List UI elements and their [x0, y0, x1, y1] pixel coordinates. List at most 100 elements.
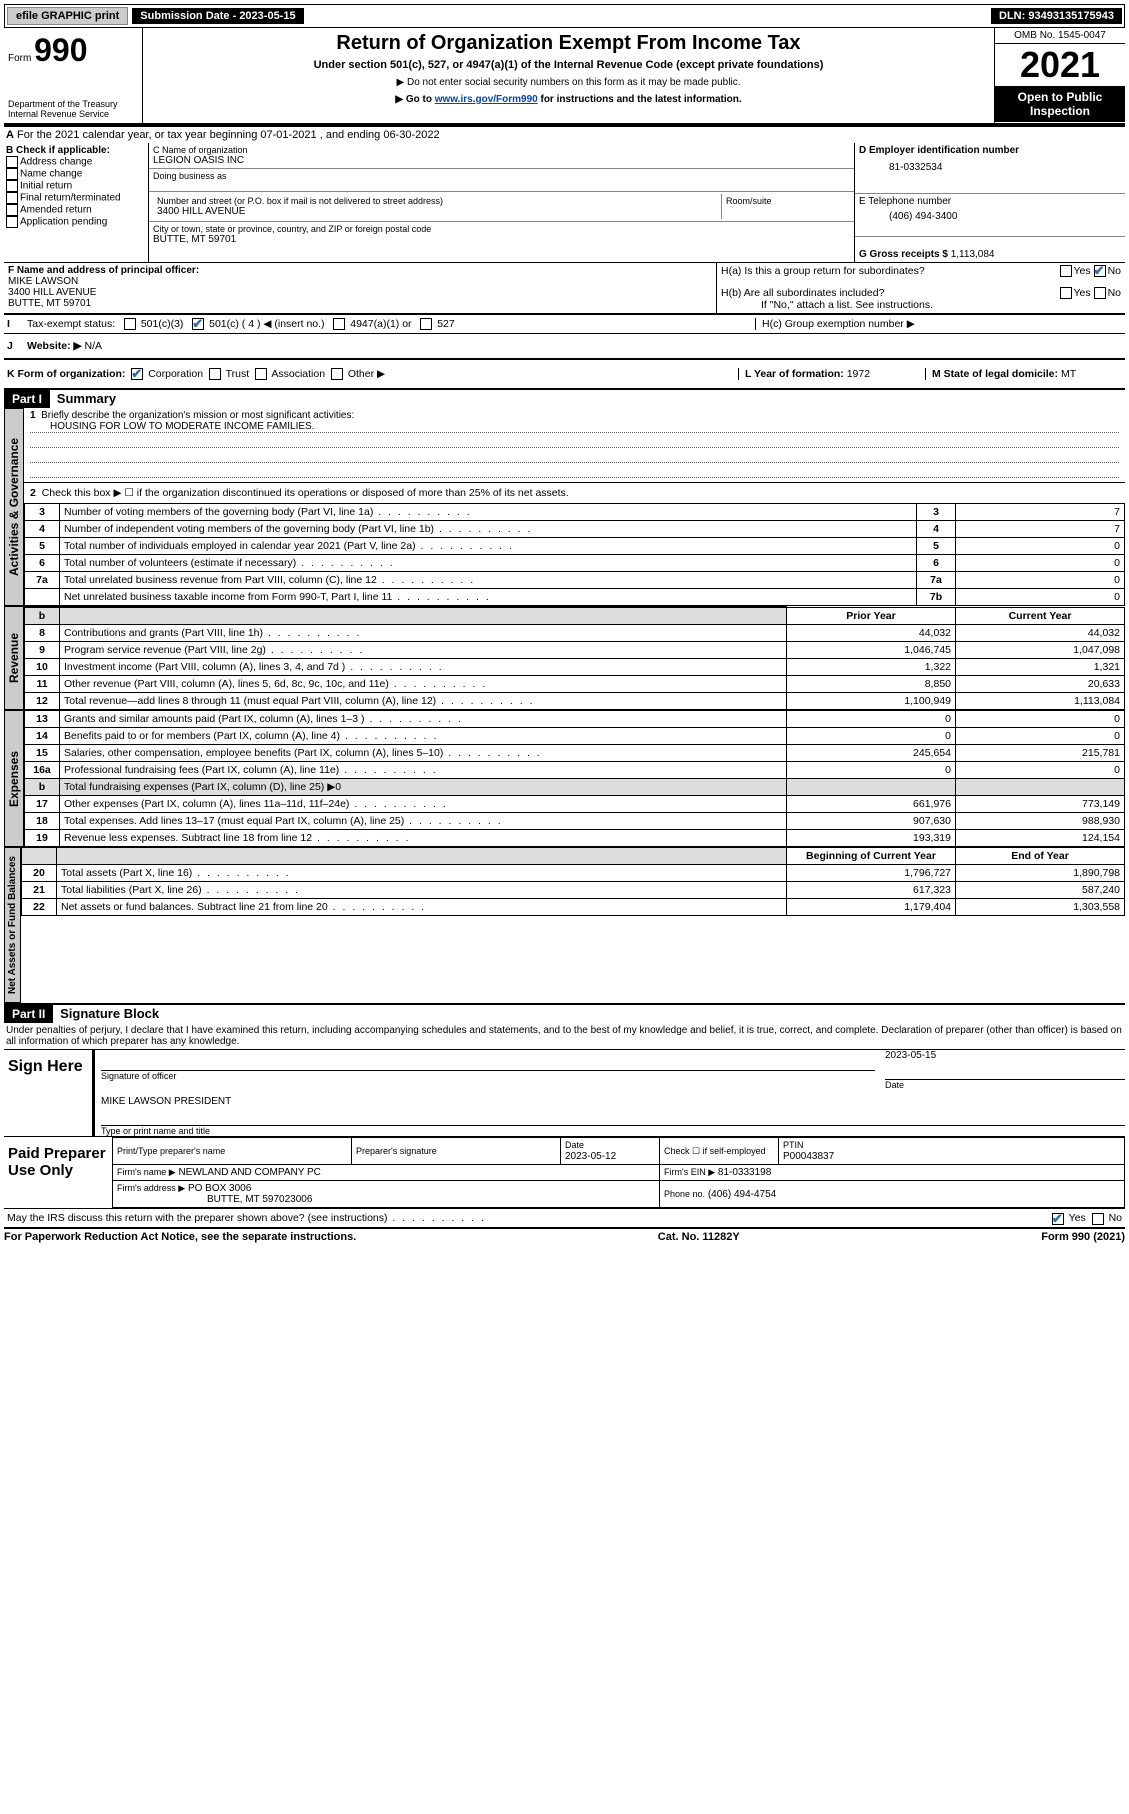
footer-right: Form 990 (2021) [1041, 1231, 1125, 1243]
firm-name: NEWLAND AND COMPANY PC [178, 1167, 320, 1178]
d-ein-hdr: D Employer identification number [859, 145, 1121, 156]
subtitle-3-post: for instructions and the latest informat… [538, 94, 742, 105]
hb-label: H(b) Are all subordinates included? [721, 287, 884, 299]
q1: Briefly describe the organization's miss… [41, 410, 354, 421]
cb-name-change[interactable] [6, 168, 18, 180]
cb-hb-yes[interactable] [1060, 287, 1072, 299]
subtitle-1: Under section 501(c), 527, or 4947(a)(1)… [147, 59, 990, 71]
top-toolbar: efile GRAPHIC print Submission Date - 20… [4, 4, 1125, 28]
cb-501c3[interactable] [124, 318, 136, 330]
part2-bar: Part II Signature Block [4, 1005, 1125, 1023]
irs-label: Internal Revenue Service [8, 109, 138, 119]
firm-phone: (406) 494-4754 [708, 1189, 776, 1200]
rev-table: b Prior Year Current Year 8Contributions… [24, 606, 1125, 710]
cb-527[interactable] [420, 318, 432, 330]
lbl-4947: 4947(a)(1) or [350, 318, 411, 330]
g-gross-hdr: G Gross receipts $ [859, 249, 948, 260]
tab-net: Net Assets or Fund Balances [4, 847, 21, 1003]
p-name-lbl: Print/Type preparer's name [117, 1146, 225, 1156]
cb-initial-return[interactable] [6, 180, 18, 192]
entity-info-block: B Check if applicable: Address change Na… [4, 143, 1125, 263]
lbl-assoc: Association [271, 368, 325, 380]
gov-table: 3Number of voting members of the governi… [24, 503, 1125, 606]
lbl-corp: Corporation [148, 368, 203, 380]
line-a: A For the 2021 calendar year, or tax yea… [4, 125, 1125, 143]
cb-501c[interactable] [192, 318, 204, 330]
p-date-val: 2023-05-12 [565, 1151, 616, 1162]
hb-note: If "No," attach a list. See instructions… [721, 299, 1121, 311]
page-footer: For Paperwork Reduction Act Notice, see … [4, 1229, 1125, 1243]
city-hdr: City or town, state or province, country… [153, 224, 850, 234]
f-l2: 3400 HILL AVENUE [8, 287, 96, 298]
lbl-501c3: 501(c)(3) [141, 318, 184, 330]
sig-officer-lbl: Signature of officer [101, 1071, 875, 1081]
cb-discuss-yes[interactable] [1052, 1213, 1064, 1225]
lbl-527: 527 [437, 318, 455, 330]
col-begin: Beginning of Current Year [787, 848, 956, 865]
section-b-hdr: B Check if applicable: [6, 145, 146, 156]
l-val: 1972 [847, 368, 870, 380]
cb-ha-yes[interactable] [1060, 265, 1072, 277]
cb-app-pending[interactable] [6, 216, 18, 228]
col-prior: Prior Year [787, 607, 956, 625]
form-header: Form 990 Department of the Treasury Inte… [4, 28, 1125, 125]
cb-ha-no[interactable] [1094, 265, 1106, 277]
p-ptin-val: P00043837 [783, 1151, 834, 1162]
sig-name-val: MIKE LAWSON PRESIDENT [101, 1096, 1125, 1107]
sig-name-lbl: Type or print name and title [101, 1126, 1125, 1136]
f-l1: MIKE LAWSON [8, 276, 78, 287]
lbl-address-change: Address change [20, 157, 92, 168]
cb-hb-no[interactable] [1094, 287, 1106, 299]
g-gross-val: 1,113,084 [951, 249, 995, 260]
e-phone-val: (406) 494-3400 [859, 207, 1121, 222]
cb-trust[interactable] [209, 368, 221, 380]
part1-title: Summary [57, 391, 116, 406]
org-name: LEGION OASIS INC [153, 155, 850, 166]
subtitle-3-pre: ▶ Go to [395, 94, 434, 105]
lbl-hb-no: No [1108, 287, 1121, 299]
lbl-discuss-yes: Yes [1069, 1212, 1086, 1224]
cb-final-return[interactable] [6, 192, 18, 204]
cb-amended[interactable] [6, 204, 18, 216]
firm-addr-lbl: Firm's address ▶ [117, 1183, 185, 1193]
cb-address-change[interactable] [6, 156, 18, 168]
firm-addr2: BUTTE, MT 597023006 [117, 1194, 312, 1205]
paid-prep-label: Paid Preparer Use Only [4, 1137, 112, 1208]
paid-prep-table: Print/Type preparer's name Preparer's si… [112, 1137, 1125, 1208]
lbl-initial-return: Initial return [20, 181, 72, 192]
lbl-final-return: Final return/terminated [20, 193, 121, 204]
declaration: Under penalties of perjury, I declare th… [4, 1023, 1125, 1050]
hc-label: H(c) Group exemption number ▶ [762, 318, 915, 330]
lbl-other: Other ▶ [348, 368, 385, 380]
l-label: L Year of formation: [745, 368, 844, 380]
m-label: M State of legal domicile: [932, 368, 1058, 380]
addr-hdr: Number and street (or P.O. box if mail i… [157, 196, 717, 206]
i-label: Tax-exempt status: [27, 318, 115, 330]
lbl-ha-no: No [1108, 265, 1121, 277]
omb-number: OMB No. 1545-0047 [995, 28, 1125, 44]
subtitle-2: ▶ Do not enter social security numbers o… [147, 77, 990, 88]
sig-date-val: 2023-05-15 [885, 1050, 1125, 1061]
firm-ein: 81-0333198 [718, 1167, 771, 1178]
part1-hdr: Part I [4, 390, 50, 408]
instructions-link[interactable]: www.irs.gov/Form990 [435, 94, 538, 105]
c-name-hdr: C Name of organization [153, 145, 850, 155]
p-sig-lbl: Preparer's signature [356, 1146, 437, 1156]
tab-governance: Activities & Governance [4, 408, 24, 606]
cb-other[interactable] [331, 368, 343, 380]
cb-discuss-no[interactable] [1092, 1213, 1104, 1225]
form-title: Return of Organization Exempt From Incom… [147, 32, 990, 55]
open-public: Open to Public Inspection [995, 86, 1125, 122]
footer-left: For Paperwork Reduction Act Notice, see … [4, 1231, 356, 1243]
efile-button[interactable]: efile GRAPHIC print [7, 7, 128, 25]
lbl-trust: Trust [226, 368, 250, 380]
cb-4947[interactable] [333, 318, 345, 330]
col-curr: Current Year [956, 607, 1125, 625]
lbl-hb-yes: Yes [1074, 287, 1091, 299]
sig-date-lbl: Date [885, 1080, 1125, 1090]
cb-assoc[interactable] [255, 368, 267, 380]
f-hdr: F Name and address of principal officer: [8, 265, 199, 276]
firm-phone-lbl: Phone no. [664, 1189, 705, 1199]
cb-corp[interactable] [131, 368, 143, 380]
p-ptin-lbl: PTIN [783, 1140, 804, 1150]
